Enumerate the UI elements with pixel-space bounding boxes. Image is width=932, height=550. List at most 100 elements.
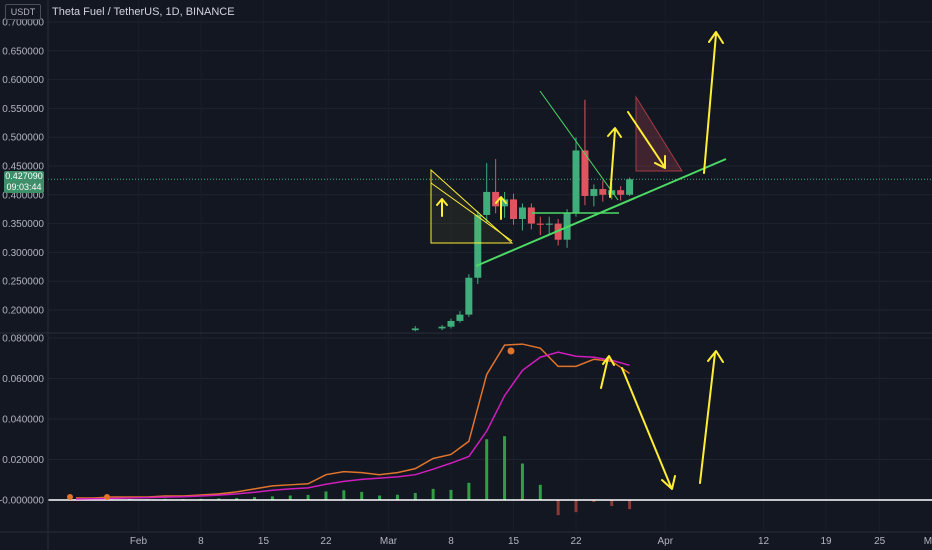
flag-triangle[interactable] (635, 95, 683, 172)
candle-body (492, 191, 500, 207)
macd-marker-2 (104, 494, 110, 500)
histogram-bar (360, 491, 364, 500)
time-tick-label: 19 (820, 536, 832, 547)
candle-body (447, 320, 455, 327)
time-tick-label: Feb (130, 536, 148, 547)
candle-body (572, 150, 580, 214)
signal-line (75, 351, 630, 500)
candle-body (411, 328, 419, 331)
candle-body (536, 223, 544, 225)
price-tick-label: 0.300000 (2, 248, 44, 259)
candle-body (483, 191, 491, 215)
indicator-tick-label: 0.080000 (2, 334, 44, 345)
price-tick-label: 0.400000 (2, 190, 44, 201)
macd-line (75, 343, 631, 499)
arrow-up-small-2[interactable] (495, 196, 507, 220)
histogram-bar (288, 495, 292, 500)
histogram-bar (485, 439, 489, 500)
time-tick-label: 15 (508, 536, 520, 547)
histogram-bar (378, 495, 382, 500)
histogram-bar (574, 500, 578, 513)
arrow-up-mid[interactable] (607, 127, 622, 198)
grid-lines (48, 0, 932, 532)
arrow-down-ind[interactable] (621, 367, 676, 490)
price-tick-label: 0.250000 (2, 277, 44, 288)
time-tick-label: Mar (380, 536, 398, 547)
pennant-triangle[interactable] (430, 168, 514, 244)
price-tick-label: 0.350000 (2, 219, 44, 230)
pennant-top-line[interactable] (430, 182, 513, 242)
candle-body (626, 179, 634, 195)
price-tick-label: 0.600000 (2, 75, 44, 86)
arrow-up-ind-1[interactable] (600, 355, 615, 389)
histogram-bar (628, 500, 632, 510)
candle-body (465, 277, 473, 315)
candle-body (590, 189, 598, 196)
candle-body (474, 214, 482, 278)
price-tick-label: 0.650000 (2, 46, 44, 57)
candle-body (501, 199, 509, 207)
histogram-bar (538, 484, 542, 500)
candle-body (581, 150, 589, 196)
candle-body (456, 314, 464, 321)
time-axis: Feb 8 15 22 Mar 8 15 22 Apr 12 19 25 May (130, 536, 932, 547)
macd-marker-1 (67, 494, 73, 500)
price-tick-label: 0.450000 (2, 162, 44, 173)
histogram-bar (610, 500, 614, 507)
candle-body (527, 207, 535, 224)
candle-body (617, 190, 625, 195)
drawing-annotations[interactable] (67, 31, 727, 500)
price-tick-label: 0.500000 (2, 133, 44, 144)
histogram-bar (449, 489, 453, 500)
arrow-up-ind-2[interactable] (699, 350, 724, 484)
indicator-tick-label: -0.000000 (0, 496, 44, 507)
currency-badge[interactable]: USDT (5, 4, 41, 20)
resistance-line[interactable] (539, 90, 619, 201)
last-price-tag: 0.427090 09:03:44 (4, 171, 44, 193)
arrow-up-small[interactable] (436, 198, 448, 217)
histogram-bar (235, 497, 239, 500)
histogram-bar (467, 482, 471, 500)
price-tick-label: 0.200000 (2, 306, 44, 317)
price-tick-label: 0.550000 (2, 104, 44, 115)
indicator-tick-label: 0.060000 (2, 374, 44, 385)
histogram-bar (253, 497, 257, 500)
time-tick-label: 12 (758, 536, 770, 547)
candle-body (510, 199, 517, 219)
candle-body (518, 207, 526, 219)
histogram-bar (217, 498, 221, 500)
histogram-bar (342, 490, 346, 500)
histogram-bars (74, 436, 632, 516)
candle-body (599, 189, 607, 195)
histogram-bar (306, 494, 310, 500)
indicator-axis: 0.080000 0.060000 0.040000 0.020000 -0.00000… (0, 334, 44, 507)
histogram-bar (556, 500, 560, 516)
candle-body (438, 326, 446, 329)
histogram-bar (413, 492, 417, 500)
candle-body (545, 223, 553, 225)
indicator-tick-label: 0.020000 (2, 455, 44, 466)
candle-body (608, 190, 616, 195)
histogram-bar (395, 494, 399, 500)
time-tick-label: 15 (258, 536, 270, 547)
time-tick-label: 22 (320, 536, 332, 547)
histogram-bar (270, 496, 274, 500)
time-tick-label: Apr (658, 536, 674, 547)
symbol-title[interactable]: Theta Fuel / TetherUS, 1D, BINANCE (52, 6, 235, 18)
time-tick-label: May (924, 536, 932, 547)
arrow-up-big[interactable] (703, 31, 724, 174)
histogram-bar (324, 491, 328, 500)
histogram-bar (520, 463, 524, 500)
price-axis: 0.700000 0.650000 0.600000 0.550000 0.500000… (2, 18, 44, 317)
histogram-bar (503, 436, 507, 500)
time-tick-label: 8 (198, 536, 204, 547)
last-price-value: 0.427090 (5, 171, 43, 181)
time-tick-label: 25 (874, 536, 886, 547)
time-tick-label: 8 (448, 536, 454, 547)
price-tick-label: 0.700000 (2, 18, 44, 29)
macd-marker-3 (507, 347, 515, 355)
arrow-down-flag[interactable] (627, 111, 666, 169)
time-tick-label: 22 (570, 536, 582, 547)
countdown-timer: 09:03:44 (6, 182, 42, 192)
